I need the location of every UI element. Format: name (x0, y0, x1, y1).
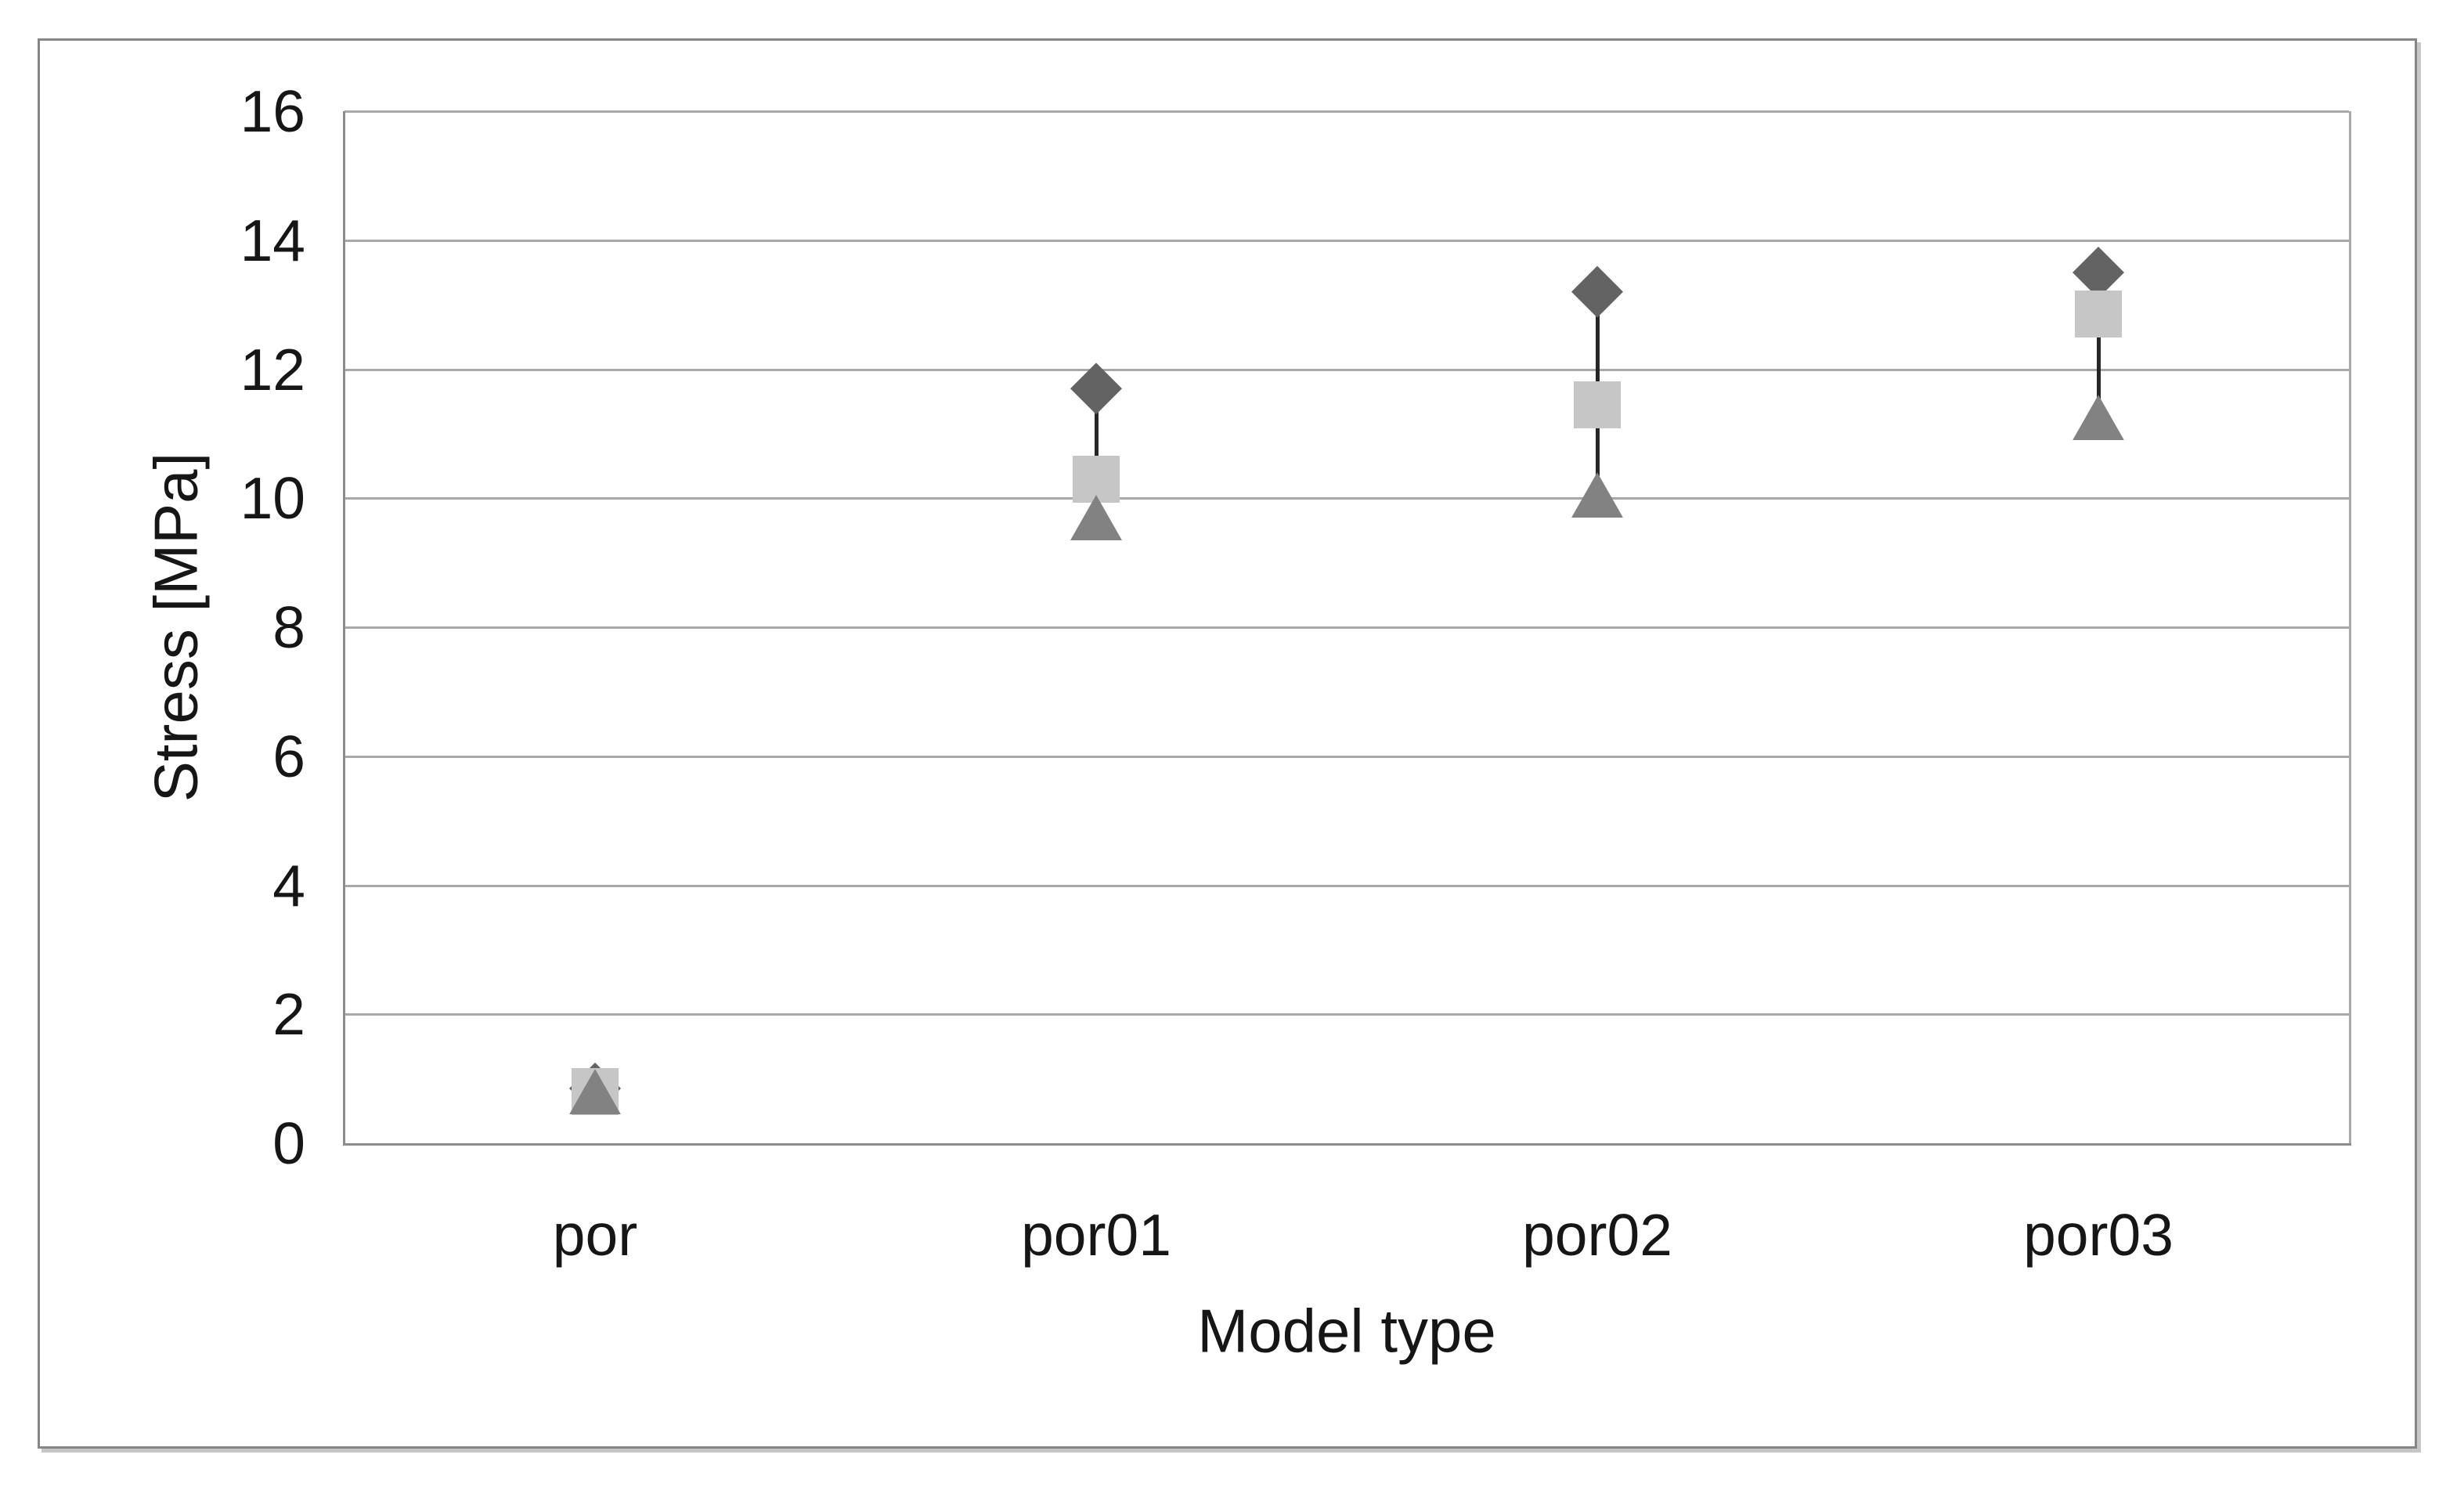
high-low-line-por03 (2096, 272, 2101, 418)
high-low-line-por01 (1094, 388, 1099, 518)
x-axis-title: Model type (1197, 1296, 1496, 1366)
y-tick-label-10: 10 (240, 465, 305, 532)
gridline-y2 (345, 1013, 2349, 1016)
y-tick-label-0: 0 (272, 1110, 305, 1176)
y-tick-label-16: 16 (240, 78, 305, 144)
y-axis-title: Stress [MPa] (141, 452, 211, 803)
y-axis-line (343, 111, 345, 1146)
plot-right-border (2349, 111, 2351, 1146)
gridline-y4 (345, 884, 2349, 887)
gridline-y6 (345, 755, 2349, 758)
marker-square-por03 (2075, 291, 2122, 338)
x-axis-line (343, 1143, 2351, 1146)
x-category-label-por: por (552, 1202, 638, 1268)
gridline-y16 (345, 110, 2349, 113)
y-tick-label-4: 4 (272, 852, 305, 919)
y-tick-label-2: 2 (272, 981, 305, 1048)
y-tick-label-12: 12 (240, 336, 305, 402)
x-category-label-por01: por01 (1021, 1202, 1171, 1268)
gridline-y12 (345, 368, 2349, 371)
marker-square-por01 (1073, 455, 1120, 503)
marker-square-por02 (1574, 381, 1621, 428)
x-category-label-por03: por03 (2023, 1202, 2174, 1268)
gridline-y8 (345, 626, 2349, 629)
x-category-label-por02: por02 (1522, 1202, 1672, 1268)
gridline-y14 (345, 239, 2349, 242)
y-tick-label-14: 14 (240, 207, 305, 273)
y-tick-label-8: 8 (272, 594, 305, 660)
y-tick-label-6: 6 (272, 723, 305, 789)
gridline-y10 (345, 497, 2349, 500)
